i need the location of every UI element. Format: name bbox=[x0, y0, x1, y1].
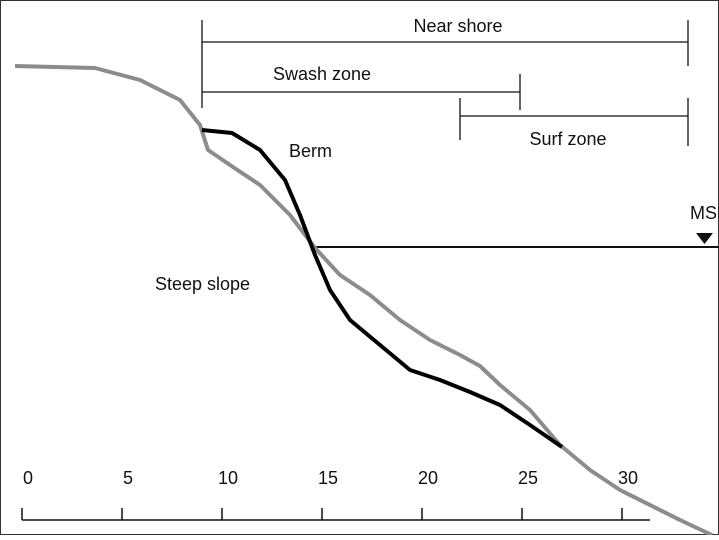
scale-label: 10 bbox=[218, 468, 238, 488]
scale-label: 25 bbox=[518, 468, 538, 488]
berm-label: Berm bbox=[289, 141, 332, 161]
swash-zone-bracket bbox=[202, 74, 521, 110]
near-shore-label: Near shore bbox=[413, 16, 502, 36]
scale-label: 0 bbox=[23, 468, 33, 488]
scale-label: 20 bbox=[418, 468, 438, 488]
scale: 0 5 10 15 20 25 30 bbox=[21, 468, 638, 520]
msl-label: MSL bbox=[690, 203, 719, 223]
berm-profile bbox=[201, 128, 564, 449]
steep-slope-label: Steep slope bbox=[155, 274, 250, 294]
surf-zone-bracket bbox=[459, 98, 689, 146]
steep-profile bbox=[14, 64, 713, 537]
scale-label: 15 bbox=[318, 468, 338, 488]
scale-label: 30 bbox=[618, 468, 638, 488]
msl-marker bbox=[696, 233, 713, 244]
zone-brackets bbox=[201, 20, 689, 146]
swash-zone-label: Swash zone bbox=[273, 64, 371, 84]
scale-label: 5 bbox=[123, 468, 133, 488]
near-shore-bracket bbox=[201, 20, 689, 108]
surf-zone-label: Surf zone bbox=[529, 129, 606, 149]
